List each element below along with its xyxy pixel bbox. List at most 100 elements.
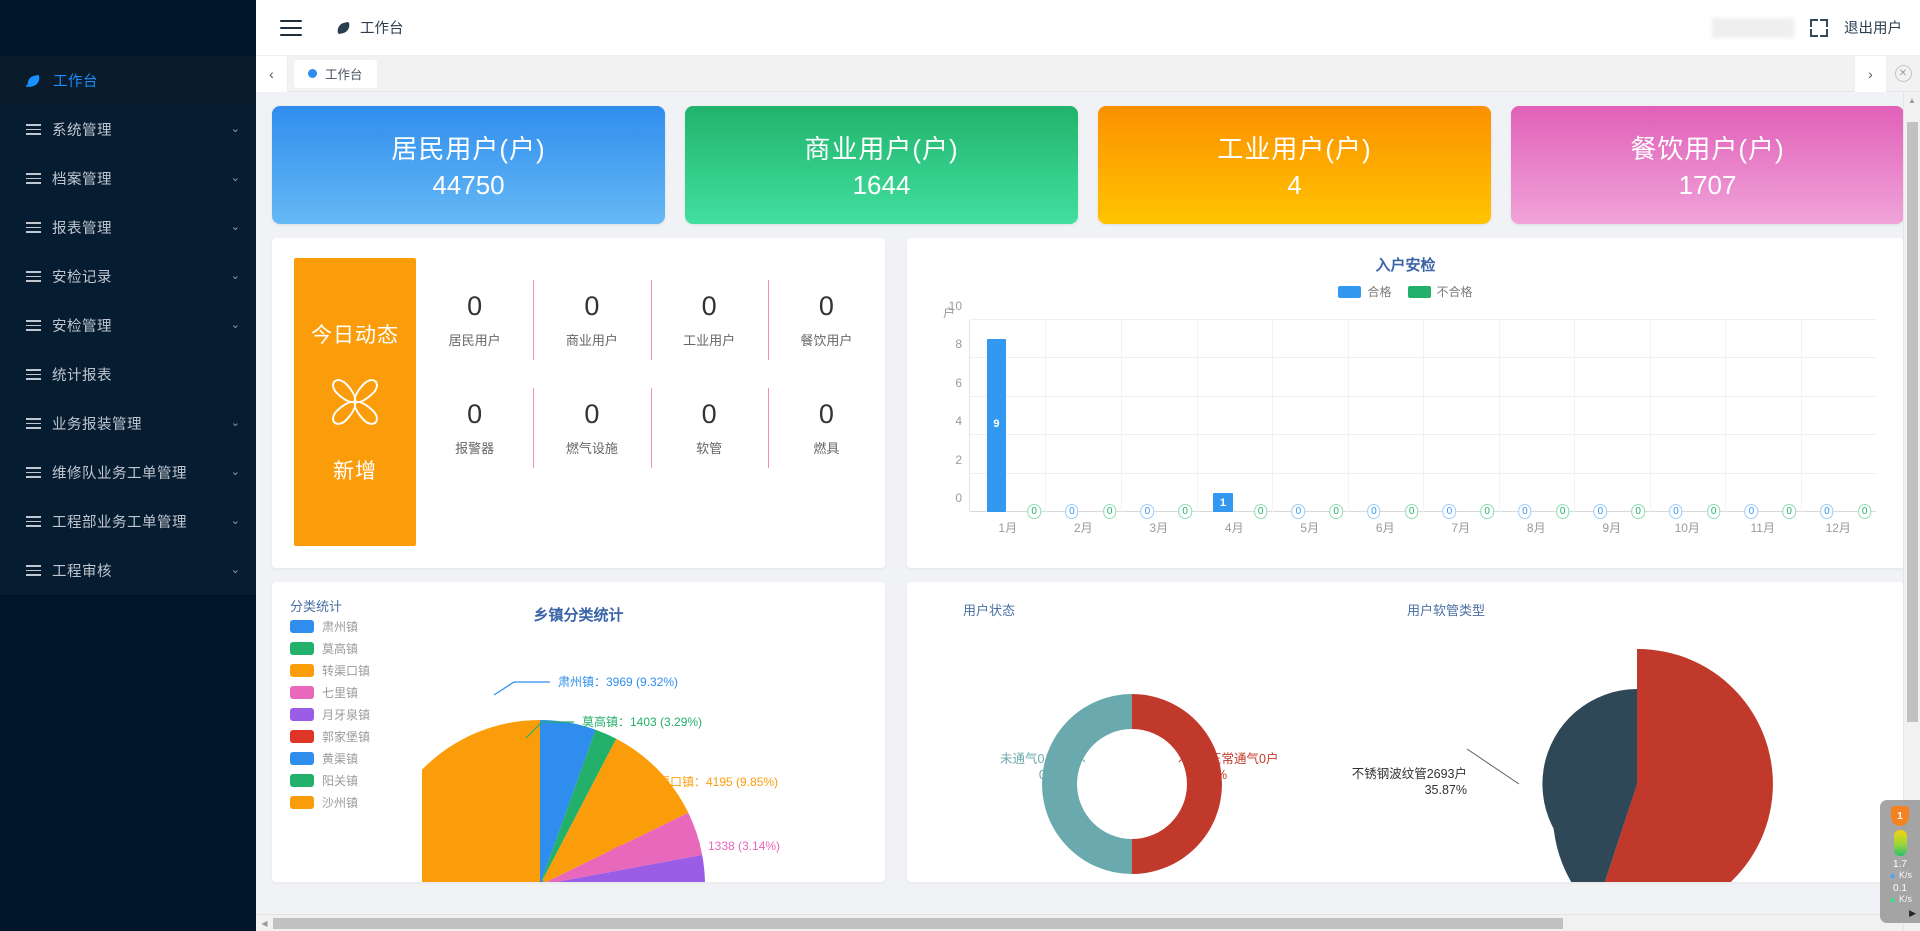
legend-label: 合格 — [1367, 285, 1392, 299]
download-speed: 0.1 ▲ K/s — [1888, 884, 1912, 904]
kpi-value: 1707 — [1678, 170, 1737, 200]
scroll-left-arrow[interactable]: ◀ — [261, 918, 268, 928]
pie-slice-label: 七里镇：1338 (3.14%) — [660, 839, 781, 853]
network-speed-widget[interactable]: 1 1.7 ▲ K/s 0.1 ▲ K/s ▶ — [1880, 800, 1920, 923]
legend-swatch — [290, 752, 314, 765]
legend-swatch — [1338, 285, 1362, 298]
sidebar-item-label: 安检管理 — [52, 319, 112, 335]
sidebar-item-label: 统计报表 — [52, 368, 112, 384]
sidebar-item-repair-team-workorder[interactable]: 维修队业务工单管理 ⌄ — [0, 448, 256, 497]
chevron-down-icon: ⌄ — [230, 269, 240, 282]
chevron-right-icon[interactable]: › — [1854, 55, 1886, 92]
bar[interactable]: 9 — [986, 339, 1007, 512]
sidebar-item-business-installation[interactable]: 业务报装管理 ⌄ — [0, 399, 256, 448]
bar[interactable]: 1 — [1213, 492, 1233, 512]
kpi-card-industrial[interactable]: 工业用户(户) 4 — [1098, 106, 1491, 224]
inspection-chart-card: 入户安检 合格 不合格 户 — [907, 238, 1904, 568]
kpi-title: 商业用户(户) — [804, 134, 959, 164]
sidebar-item-label: 系统管理 — [52, 123, 112, 139]
legend-item[interactable]: 黄渠镇 — [290, 750, 370, 767]
legend-swatch — [1407, 285, 1431, 298]
sidebar-item-inspection-management[interactable]: 安检管理 ⌄ — [0, 301, 256, 350]
chevron-left-icon[interactable]: ‹ — [256, 55, 288, 92]
legend-item[interactable]: 转渠口镇 — [290, 662, 370, 679]
legend-item[interactable]: 沙州镇 — [290, 794, 370, 811]
download-unit: K/s — [1898, 893, 1912, 904]
stat-label: 工业用户 — [683, 333, 736, 348]
town-category-card: 分类统计 乡镇分类统计 肃州镇 莫高镇 转渠口镇 七里镇 月牙泉镇 郭家堡镇 黄渠镇 阳关镇沙… — [272, 582, 885, 882]
x-axis-tick: 3月 — [1149, 521, 1169, 535]
stat-cell-appliance: 0 燃具 — [767, 374, 885, 482]
sidebar-item-report-management[interactable]: 报表管理 ⌄ — [0, 203, 256, 252]
grid-line-vertical — [1423, 320, 1424, 512]
legend-item[interactable]: 郭家堡镇 — [290, 728, 370, 745]
shield-icon[interactable]: 1 — [1891, 806, 1909, 827]
legend-item[interactable]: 莫高镇 — [290, 640, 370, 657]
y-axis-unit: 户 — [943, 306, 956, 320]
stat-cell-hose: 0 软管 — [650, 374, 768, 482]
kpi-card-residential[interactable]: 居民用户(户) 44750 — [272, 106, 665, 224]
dashboard-content: 居民用户(户) 44750 商业用户(户) 1644 工业用户(户) 4 餐饮用… — [256, 92, 1920, 931]
zero-value-label: 0 — [1480, 504, 1494, 519]
legend-item[interactable]: 月牙泉镇 — [290, 706, 370, 723]
sidebar-item-workbench[interactable]: 工作台 — [0, 56, 256, 105]
user-avatar-blurred — [1712, 17, 1794, 38]
tab-workbench[interactable]: 工作台 — [294, 59, 377, 88]
chevron-down-icon: ⌄ — [230, 416, 240, 429]
x-axis-tick: 9月 — [1602, 521, 1622, 535]
chart-title: 入户安检 — [1375, 257, 1436, 274]
legend-label: 莫高镇 — [322, 642, 359, 656]
sidebar-item-archive-management[interactable]: 档案管理 ⌄ — [0, 154, 256, 203]
legend-label: 黄渠镇 — [322, 752, 359, 766]
legend-label: 郭家堡镇 — [322, 730, 371, 744]
sidebar-item-statistics-report[interactable]: 统计报表 — [0, 350, 256, 399]
sidebar-item-system-management[interactable]: 系统管理 ⌄ — [0, 105, 256, 154]
row-today-and-inspection: 今日动态 新增 0 居民用户 0 — [272, 238, 1904, 568]
vertical-scroll-thumb[interactable] — [1907, 122, 1918, 722]
kpi-title: 工业用户(户) — [1217, 134, 1372, 164]
breadcrumb-label: 工作台 — [360, 21, 404, 37]
zero-value-label: 0 — [1178, 504, 1192, 519]
sidebar-item-inspection-records[interactable]: 安检记录 ⌄ — [0, 252, 256, 301]
legend-label: 肃州镇 — [322, 620, 359, 634]
grid-line-vertical — [1196, 320, 1198, 512]
legend-item-qualified[interactable]: 合格 — [1338, 283, 1392, 300]
legend-item[interactable]: 七里镇 — [290, 684, 370, 701]
tab-bar: ‹ 工作台 › ✕ — [256, 55, 1920, 92]
fullscreen-icon[interactable] — [1810, 18, 1828, 37]
horizontal-scroll-thumb[interactable] — [273, 918, 1563, 929]
bars-icon — [26, 418, 41, 429]
stat-label: 餐饮用户 — [800, 333, 853, 348]
legend-swatch — [290, 730, 314, 743]
sidebar-item-label: 业务报装管理 — [52, 417, 142, 433]
stat-cell-gas-facility: 0 燃气设施 — [533, 374, 650, 482]
zero-value-label: 0 — [1367, 504, 1381, 519]
stat-label: 报警器 — [455, 441, 495, 456]
y-axis-tick: 10 — [948, 299, 962, 313]
horizontal-scrollbar[interactable]: ◀ — [256, 914, 1903, 931]
bars-icon — [26, 467, 41, 478]
kpi-card-catering[interactable]: 餐饮用户(户) 1707 — [1511, 106, 1904, 224]
legend-item[interactable]: 阳关镇 — [290, 772, 370, 789]
zero-value-label: 0 — [1555, 504, 1570, 519]
stat-label: 商业用户 — [565, 333, 618, 348]
stat-label: 居民用户 — [448, 333, 501, 348]
hamburger-icon[interactable] — [280, 19, 302, 36]
x-axis-tick: 12月 — [1825, 521, 1851, 535]
sidebar-item-label: 工作台 — [53, 74, 98, 90]
legend-item-unqualified[interactable]: 不合格 — [1407, 283, 1473, 300]
bars-icon — [26, 124, 41, 135]
sidebar-item-engineering-audit[interactable]: 工程审核 ⌄ — [0, 546, 256, 595]
kpi-card-commercial[interactable]: 商业用户(户) 1644 — [685, 106, 1078, 224]
vertical-scrollbar[interactable]: ▲ — [1903, 92, 1920, 931]
bars-icon — [26, 173, 41, 184]
legend-item[interactable]: 肃州镇 — [290, 618, 370, 635]
close-circle-icon[interactable]: ✕ — [1886, 56, 1920, 92]
pie-slice-label: 莫高镇：1403 (3.29%) — [582, 715, 703, 729]
upload-unit: K/s — [1898, 869, 1912, 880]
scroll-up-arrow[interactable]: ▲ — [1908, 96, 1916, 105]
zero-value-label: 0 — [1404, 504, 1419, 519]
logout-button[interactable]: 退出用户 — [1844, 21, 1902, 37]
caret-icon[interactable]: ▶ — [1909, 908, 1916, 918]
sidebar-item-engineering-workorder[interactable]: 工程部业务工单管理 ⌄ — [0, 497, 256, 546]
